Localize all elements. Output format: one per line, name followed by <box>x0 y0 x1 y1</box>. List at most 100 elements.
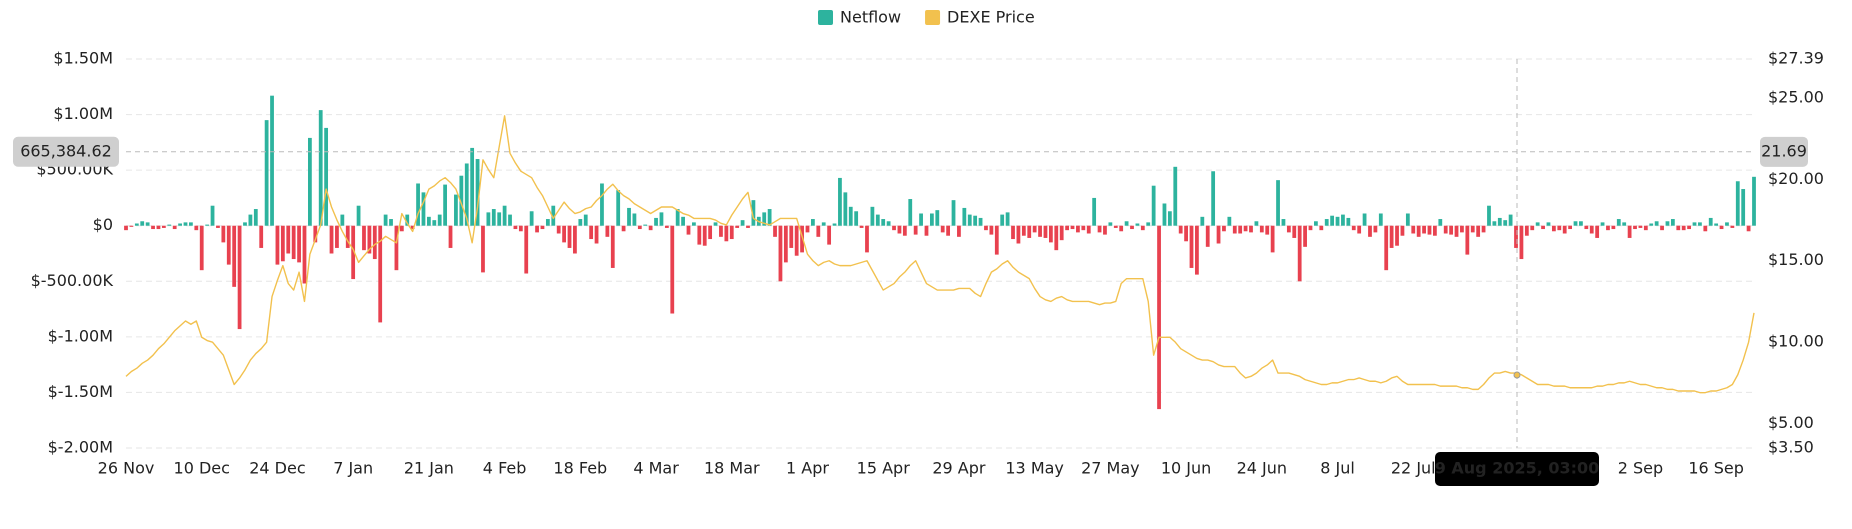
bar <box>324 127 329 226</box>
bar <box>167 224 172 226</box>
bar <box>762 212 767 226</box>
bar <box>1714 223 1719 226</box>
bar <box>886 221 891 226</box>
x-tick-label: 10 Jun <box>1161 459 1211 478</box>
bar <box>670 225 675 314</box>
bar <box>1389 225 1394 248</box>
bar <box>778 225 783 282</box>
bar <box>935 210 940 226</box>
bar <box>1530 225 1535 231</box>
bar <box>129 225 134 227</box>
bar <box>816 225 821 237</box>
bar <box>394 225 399 271</box>
bar <box>189 222 193 226</box>
bar <box>957 225 961 237</box>
bar <box>1514 225 1518 248</box>
bar <box>1568 225 1572 230</box>
bar <box>1216 225 1221 244</box>
bar <box>497 212 502 226</box>
bar <box>1508 214 1513 226</box>
crosshair-y-label: 665,384.62 <box>20 141 112 160</box>
bar <box>1405 213 1410 226</box>
bar <box>1497 217 1502 226</box>
bar <box>1243 225 1248 232</box>
bar <box>437 214 442 226</box>
bar <box>1222 225 1226 232</box>
bar <box>199 225 204 271</box>
bar <box>729 225 734 240</box>
bar <box>1351 225 1356 231</box>
bar <box>1254 221 1259 226</box>
bar <box>1589 225 1594 234</box>
bar <box>1422 225 1426 234</box>
bar <box>811 219 815 226</box>
bar <box>913 225 918 235</box>
bar <box>1167 211 1172 226</box>
bar <box>621 225 626 232</box>
bar <box>600 183 604 226</box>
bar <box>1746 225 1751 232</box>
bar <box>870 206 875 226</box>
bar <box>1011 225 1015 240</box>
bar <box>1086 225 1091 234</box>
bar <box>1600 222 1605 226</box>
bar <box>367 225 372 254</box>
bar <box>1535 222 1540 226</box>
bar <box>881 219 886 226</box>
bar <box>1725 222 1729 226</box>
price-line <box>125 115 1755 394</box>
bar <box>1324 219 1329 226</box>
bar <box>610 225 615 268</box>
bar <box>151 225 155 230</box>
bar <box>962 207 967 226</box>
bar <box>1681 225 1686 231</box>
y-tick-label: $-1.00M <box>48 326 113 345</box>
bar <box>1000 214 1005 226</box>
x-tick-label: 13 May <box>1005 459 1064 478</box>
x-tick-label: 8 Jul <box>1320 459 1355 478</box>
bar <box>205 224 210 226</box>
bar <box>686 225 691 235</box>
bar <box>859 225 864 228</box>
bar <box>1676 225 1681 231</box>
bar <box>178 223 182 226</box>
bar <box>426 216 431 226</box>
bar <box>1016 225 1021 244</box>
bar <box>637 225 642 230</box>
bar <box>1103 225 1107 235</box>
bar <box>1048 225 1053 243</box>
bar <box>194 225 199 231</box>
bar <box>1503 220 1508 226</box>
bar <box>1692 222 1697 226</box>
bar <box>470 147 475 226</box>
bar <box>1400 225 1405 236</box>
bar <box>924 225 929 236</box>
bar <box>654 217 658 226</box>
bar <box>1670 219 1675 226</box>
crosshair-y-box <box>13 136 119 167</box>
bar <box>297 225 301 263</box>
bar <box>1319 225 1324 231</box>
bar <box>713 222 718 226</box>
bar <box>1314 221 1318 226</box>
legend-swatch <box>818 10 833 25</box>
bar <box>1092 197 1097 226</box>
bar <box>1157 225 1161 410</box>
bar <box>1097 225 1102 233</box>
bar <box>280 225 285 262</box>
bar <box>1519 225 1524 260</box>
bar <box>486 212 491 226</box>
bar <box>172 225 177 230</box>
bar <box>1606 225 1610 231</box>
bar <box>264 120 269 226</box>
bar <box>1135 223 1140 226</box>
bar <box>1130 225 1134 230</box>
bar <box>448 225 453 248</box>
bar <box>1454 225 1459 237</box>
bar <box>1562 225 1567 234</box>
x-tick-label: 4 Mar <box>633 459 679 478</box>
bar <box>1622 222 1627 226</box>
bar <box>1303 225 1307 247</box>
bar <box>1660 225 1664 231</box>
